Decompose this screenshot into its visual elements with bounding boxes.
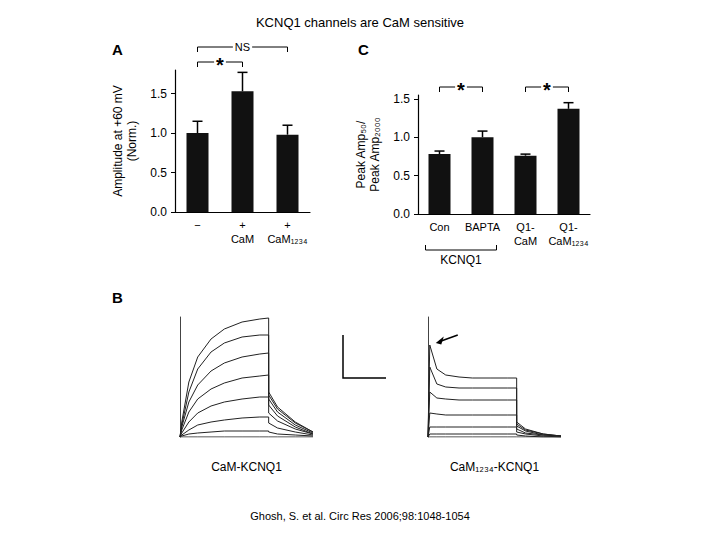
svg-text:0.0: 0.0 (393, 207, 410, 221)
svg-text:1.0: 1.0 (150, 126, 167, 140)
svg-text:Peak Amp₂₀₀₀: Peak Amp₂₀₀₀ (368, 117, 382, 191)
svg-text:−: − (194, 219, 200, 231)
svg-text:Con: Con (429, 221, 449, 233)
svg-text:0.5: 0.5 (393, 169, 410, 183)
svg-text:(Norm.): (Norm.) (125, 121, 139, 162)
svg-text:KCNQ1 channels are CaM sensiti: KCNQ1 channels are CaM sensitive (256, 15, 464, 30)
svg-text:+: + (284, 219, 290, 231)
svg-text:*: * (543, 79, 551, 101)
svg-text:CaM-KCNQ1: CaM-KCNQ1 (211, 460, 282, 474)
svg-text:0.5: 0.5 (150, 166, 167, 180)
svg-text:0.0: 0.0 (150, 205, 167, 219)
svg-text:+: + (239, 219, 245, 231)
svg-text:*: * (457, 79, 465, 101)
svg-text:Q1-: Q1- (516, 221, 535, 233)
svg-text:1.5: 1.5 (393, 92, 410, 106)
svg-text:Peak Amp₅₀/: Peak Amp₅₀/ (354, 120, 368, 189)
svg-text:CaM₁₂₃₄-KCNQ1: CaM₁₂₃₄-KCNQ1 (450, 460, 539, 474)
svg-text:1.0: 1.0 (393, 130, 410, 144)
svg-text:1.5: 1.5 (150, 87, 167, 101)
svg-text:CaM₁₂₃₄: CaM₁₂₃₄ (548, 235, 589, 247)
svg-text:Q1-: Q1- (559, 221, 578, 233)
svg-text:NS: NS (235, 41, 250, 53)
svg-text:A: A (112, 41, 123, 58)
svg-text:B: B (112, 289, 123, 306)
svg-text:*: * (216, 54, 224, 76)
svg-text:CaM₁₂₃₄: CaM₁₂₃₄ (267, 233, 308, 245)
svg-text:KCNQ1: KCNQ1 (440, 253, 482, 267)
svg-text:CaM: CaM (514, 235, 537, 247)
svg-text:BAPTA: BAPTA (465, 221, 501, 233)
svg-text:Ghosh, S. et al. Circ Res 2006: Ghosh, S. et al. Circ Res 2006;98:1048-1… (250, 510, 470, 522)
svg-text:Amplitude at +60 mV: Amplitude at +60 mV (111, 85, 125, 197)
svg-text:CaM: CaM (231, 233, 254, 245)
svg-text:C: C (358, 41, 369, 58)
